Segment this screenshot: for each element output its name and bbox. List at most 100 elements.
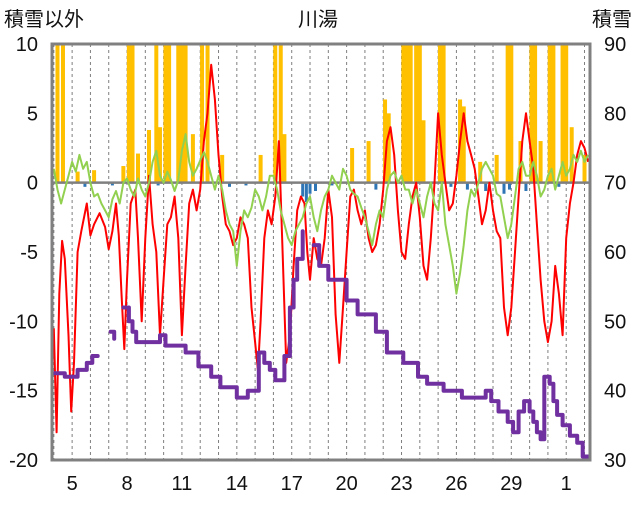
sunshine-bar xyxy=(551,44,556,183)
precip-bar xyxy=(314,182,318,191)
left-tick-label: -5 xyxy=(20,242,38,264)
right-tick-label: 50 xyxy=(604,311,626,333)
sunshine-bar xyxy=(421,120,426,183)
sunshine-bar xyxy=(350,148,355,183)
sunshine-bar xyxy=(547,44,552,183)
precip-bar xyxy=(374,182,378,190)
left-tick-label: 5 xyxy=(27,103,38,125)
precip-bar xyxy=(228,182,232,187)
sunshine-bar xyxy=(505,44,510,183)
sunshine-bar xyxy=(408,44,413,183)
sunshine-bar xyxy=(509,44,514,183)
x-tick-label: 11 xyxy=(172,473,193,495)
precip-bar xyxy=(557,182,561,187)
plot-frame xyxy=(50,42,592,462)
chart-title: 川湯 xyxy=(298,8,338,31)
sunshine-bar xyxy=(121,166,126,183)
precip-bar xyxy=(465,182,469,190)
sunshine-bar xyxy=(167,44,172,183)
right-tick-label: 70 xyxy=(604,173,626,195)
sunshine-bar xyxy=(564,44,569,183)
sunshine-bar xyxy=(130,44,135,183)
sunshine-bar xyxy=(417,44,422,183)
x-tick-label: 1 xyxy=(561,473,572,495)
left-tick-label: 10 xyxy=(16,34,38,56)
sunshine-bar xyxy=(183,44,188,183)
sunshine-bar xyxy=(258,154,263,183)
left-tick-label: 0 xyxy=(27,173,38,195)
precip-bar xyxy=(301,182,305,197)
precip-bar xyxy=(507,182,511,190)
sunshine-bar xyxy=(386,113,391,183)
right-tick-label: 40 xyxy=(604,381,626,403)
sunshine-bar xyxy=(273,44,278,183)
precip-bar xyxy=(156,182,160,186)
right-tick-label: 60 xyxy=(604,242,626,264)
x-tick-label: 23 xyxy=(390,473,412,495)
sunshine-bar xyxy=(176,44,181,183)
sunshine-bar xyxy=(441,44,446,183)
frame-layer xyxy=(50,42,592,462)
wind-line xyxy=(52,133,590,295)
snow-depth-line xyxy=(108,329,117,341)
sunshine-bar xyxy=(163,44,168,183)
sunshine-bar xyxy=(529,44,534,183)
sunshine-bar xyxy=(179,44,184,183)
sunshine-bar xyxy=(55,44,60,183)
sunshine-bar xyxy=(414,44,419,183)
snow-depth-line xyxy=(51,354,100,379)
precip-bar xyxy=(330,182,334,186)
sunshine-bar xyxy=(560,44,565,183)
sunshine-bar xyxy=(200,44,205,183)
sunshine-bar xyxy=(533,44,538,183)
right-tick-label: 80 xyxy=(604,103,626,125)
sunshine-bar xyxy=(75,171,80,183)
sunshine-bar xyxy=(569,127,574,183)
precip-bar xyxy=(484,182,488,191)
right-axis-label: 積雪 xyxy=(592,8,632,31)
precip-bar xyxy=(110,182,114,186)
precip-bar xyxy=(502,182,506,194)
sunshine-bar xyxy=(220,154,225,183)
line-layer xyxy=(51,63,591,459)
left-tick-label: -10 xyxy=(9,311,38,333)
sunshine-bar xyxy=(582,154,587,183)
sunshine-bar xyxy=(494,154,499,183)
sunshine-bar xyxy=(190,134,195,183)
x-tick-label: 14 xyxy=(226,473,248,495)
precip-bar xyxy=(304,182,308,203)
precip-bar xyxy=(449,182,453,187)
sunshine-bar xyxy=(60,44,65,183)
x-tick-label: 17 xyxy=(281,473,303,495)
precip-bar xyxy=(244,182,248,186)
x-tick-label: 20 xyxy=(335,473,357,495)
sunshine-bar xyxy=(157,127,162,183)
sunshine-bar xyxy=(154,44,159,183)
precip-bar xyxy=(524,182,528,191)
sunshine-bar xyxy=(146,129,151,183)
sunshine-bar xyxy=(383,99,388,183)
sunshine-bar xyxy=(538,141,543,183)
left-tick-label: -20 xyxy=(9,450,38,472)
bar-layer xyxy=(55,44,587,203)
sunshine-bar xyxy=(136,153,141,183)
precip-bar xyxy=(308,182,312,194)
sunshine-bar xyxy=(366,141,371,183)
right-tick-label: 30 xyxy=(604,450,626,472)
x-tick-label: 5 xyxy=(67,473,78,495)
x-tick-label: 29 xyxy=(500,473,522,495)
sunshine-bar xyxy=(126,44,131,183)
precip-bar xyxy=(83,182,87,187)
sunshine-bar xyxy=(461,106,466,183)
sunshine-bar xyxy=(278,44,283,183)
snow-depth-line xyxy=(311,243,591,459)
sunshine-bar xyxy=(437,44,442,183)
sunshine-bar xyxy=(92,170,97,183)
x-tick-label: 26 xyxy=(445,473,467,495)
sunshine-bar xyxy=(401,44,406,183)
x-tick-label: 8 xyxy=(121,473,132,495)
sunshine-bar xyxy=(282,134,287,183)
left-tick-label: -15 xyxy=(9,381,38,403)
